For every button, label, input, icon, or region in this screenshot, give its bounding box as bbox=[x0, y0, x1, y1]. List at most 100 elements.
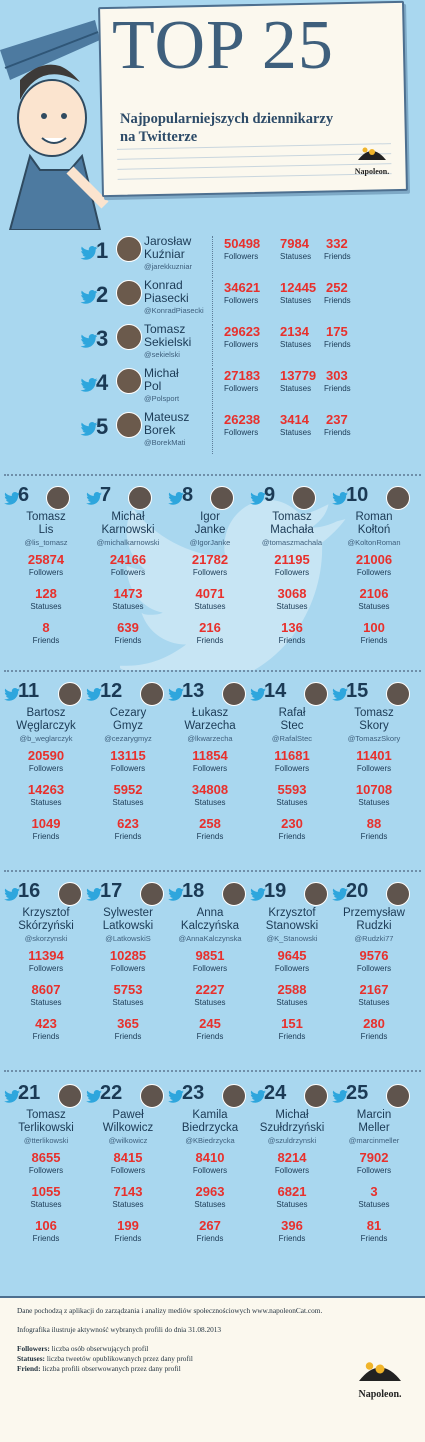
followers-label: Followers bbox=[274, 764, 310, 773]
statuses-label: Statuses bbox=[112, 998, 144, 1007]
avatar bbox=[304, 1084, 328, 1108]
statuses-value: 2134 bbox=[280, 324, 309, 339]
twitter-handle: @cezarygmyz bbox=[104, 734, 152, 743]
followers-label: Followers bbox=[224, 384, 259, 393]
statuses-value: 4071 bbox=[195, 586, 225, 601]
twitter-handle: @IgorJanke bbox=[189, 538, 231, 547]
twitter-handle: @BorekMati bbox=[144, 438, 186, 447]
statuses-value: 1473 bbox=[113, 586, 143, 601]
friends-value: 88 bbox=[366, 816, 382, 831]
twitter-handle: @szuldrzynski bbox=[267, 1136, 317, 1145]
statuses-label: Statuses bbox=[194, 1200, 226, 1209]
friends-label: Friends bbox=[114, 1032, 142, 1041]
statuses-label: Statuses bbox=[30, 602, 62, 611]
friends-label: Friends bbox=[278, 832, 306, 841]
twitter-handle: @RafalStec bbox=[271, 734, 313, 743]
friends-label: Friends bbox=[32, 832, 60, 841]
statuses-label: Statuses bbox=[30, 1200, 62, 1209]
logo-text: Napoleon. bbox=[354, 167, 390, 176]
friends-label: Friends bbox=[324, 340, 351, 349]
statuses-label: Statuses bbox=[280, 252, 312, 261]
journalist-card: 23 Kamila Biedrzycka @KBiedrzycka 8410 Follow… bbox=[168, 1082, 252, 1256]
journalist-card: 18 Anna Kalczyńska @AnnaKalczynska 9851 Follo… bbox=[168, 880, 252, 1054]
top5-row: 2 Konrad Piasecki @KonradPiasecki 34621 Follo… bbox=[80, 279, 420, 326]
friends-label: Friends bbox=[360, 636, 388, 645]
statuses-value: 10708 bbox=[355, 782, 393, 797]
friends-label: Friends bbox=[114, 636, 142, 645]
friends-value: 639 bbox=[117, 620, 139, 635]
avatar bbox=[116, 368, 142, 394]
twitter-handle: @marcinmeller bbox=[348, 1136, 400, 1145]
footer-logo-text: Napoleon. bbox=[358, 1389, 402, 1400]
followers-value: 7902 bbox=[359, 1150, 389, 1165]
followers-label: Followers bbox=[356, 1166, 392, 1175]
statuses-value: 5593 bbox=[277, 782, 307, 797]
followers-value: 11394 bbox=[28, 948, 64, 963]
avatar bbox=[210, 486, 234, 510]
rank-number: 23 bbox=[182, 1082, 205, 1104]
friends-value: 230 bbox=[281, 816, 303, 831]
twitter-handle: @AnnaKalczynska bbox=[178, 934, 242, 943]
twitter-bird-icon bbox=[86, 688, 102, 701]
twitter-handle: @TomaszSkory bbox=[347, 734, 401, 743]
statuses-value: 7984 bbox=[280, 236, 309, 251]
avatar bbox=[386, 486, 410, 510]
journalist-card: 10 Roman Kołtoń @KoltonRoman 21006 Followers 2… bbox=[332, 484, 416, 658]
journalist-card: 13 Łukasz Warzecha @lkwarzecha 11854 Follower… bbox=[168, 680, 252, 854]
twitter-bird-icon bbox=[250, 1090, 266, 1103]
footer bbox=[0, 1296, 425, 1442]
avatar bbox=[116, 412, 142, 438]
statuses-label: Statuses bbox=[280, 384, 312, 393]
rank-number: 18 bbox=[182, 880, 205, 902]
followers-value: 8415 bbox=[113, 1150, 143, 1165]
followers-label: Followers bbox=[192, 764, 228, 773]
followers-value: 21782 bbox=[191, 552, 229, 567]
napoleon-hat-icon bbox=[358, 147, 386, 160]
subtitle-line1: Najpopularniejszych dziennikarzy bbox=[120, 111, 334, 127]
followers-value: 26238 bbox=[224, 412, 261, 427]
twitter-handle: @Rudzki77 bbox=[354, 934, 394, 943]
avatar bbox=[140, 682, 164, 706]
friends-value: 136 bbox=[281, 620, 303, 635]
journalist-card: 11 Bartosz Węglarczyk @b_weglarczyk 20590 Fol… bbox=[4, 680, 88, 854]
friends-value: 365 bbox=[117, 1016, 139, 1031]
avatar bbox=[386, 682, 410, 706]
friends-label: Friends bbox=[196, 636, 224, 645]
rank-number: 9 bbox=[264, 484, 276, 506]
avatar bbox=[116, 324, 142, 350]
statuses-value: 2588 bbox=[277, 982, 307, 997]
followers-label: Followers bbox=[356, 964, 392, 973]
statuses-value: 5952 bbox=[113, 782, 143, 797]
twitter-bird-icon bbox=[80, 334, 98, 348]
avatar bbox=[304, 682, 328, 706]
friends-label: Friends bbox=[32, 1234, 60, 1243]
rank-number: 14 bbox=[264, 680, 287, 702]
journalist-name: Jarosław Kuźniar bbox=[144, 234, 192, 261]
rank-number: 20 bbox=[346, 880, 369, 902]
avatar bbox=[222, 882, 246, 906]
page-subtitle: Najpopularniejszych dziennikarzy na Twit… bbox=[120, 110, 333, 146]
friends-value: 423 bbox=[35, 1016, 57, 1031]
journalist-name: Przemysław Rudzki bbox=[343, 907, 405, 932]
journalist-name: Tomasz Skory bbox=[354, 707, 394, 732]
friends-value: 252 bbox=[326, 280, 348, 295]
followers-label: Followers bbox=[28, 764, 64, 773]
twitter-handle: @jarekkuzniar bbox=[144, 262, 193, 271]
friends-value: 81 bbox=[366, 1218, 382, 1233]
twitter-bird-icon bbox=[80, 378, 98, 392]
journalist-card: 7 Michał Karnowski @michalkarnowski 24166 Fol… bbox=[86, 484, 170, 658]
twitter-bird-icon bbox=[250, 888, 266, 901]
journalist-card: 16 Krzysztof Skórzyński @skorzynski 11394 Fol… bbox=[4, 880, 88, 1054]
followers-label: Followers bbox=[28, 964, 64, 973]
journalist-card: 8 Igor Janke @IgorJanke 21782 Followers 4071 St… bbox=[168, 484, 252, 658]
followers-value: 24166 bbox=[109, 552, 147, 567]
twitter-handle: @LatkowskiS bbox=[105, 934, 151, 943]
friends-label: Friends bbox=[324, 428, 351, 437]
journalist-card: 25 Marcin Meller @marcinmeller 7902 Followers… bbox=[332, 1082, 416, 1256]
statuses-label: Statuses bbox=[276, 998, 308, 1007]
rank-number: 3 bbox=[96, 326, 109, 351]
followers-value: 25874 bbox=[27, 552, 65, 567]
twitter-bird-icon bbox=[332, 888, 348, 901]
journalist-name: Cezary Gmyz bbox=[109, 707, 147, 732]
separator bbox=[212, 280, 213, 322]
